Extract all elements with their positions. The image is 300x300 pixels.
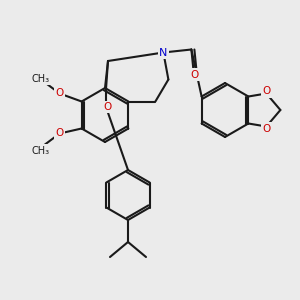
Text: CH₃: CH₃ [32, 74, 50, 83]
Text: O: O [262, 124, 271, 134]
Text: N: N [159, 47, 168, 58]
Text: O: O [190, 70, 199, 80]
Text: CH₃: CH₃ [32, 146, 50, 155]
Text: O: O [262, 86, 271, 97]
Text: O: O [56, 128, 64, 139]
Text: O: O [104, 102, 112, 112]
Text: O: O [56, 88, 64, 98]
